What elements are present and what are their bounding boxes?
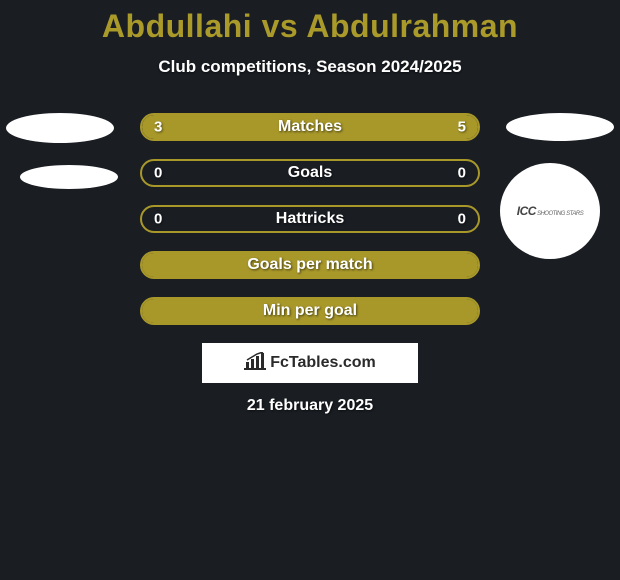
stat-bar: Min per goal — [140, 297, 480, 325]
subtitle: Club competitions, Season 2024/2025 — [0, 57, 620, 77]
chart-icon — [244, 352, 266, 375]
stat-row: Goals per match — [0, 251, 620, 279]
stat-value-right: 0 — [458, 211, 466, 228]
stat-bar: 0 0 Goals — [140, 159, 480, 187]
date-label: 21 february 2025 — [0, 397, 620, 415]
branding-text: FcTables.com — [270, 354, 376, 372]
stat-value-left: 0 — [154, 165, 162, 182]
stat-label: Hattricks — [276, 210, 344, 228]
stat-label: Goals per match — [247, 256, 372, 274]
branding-box[interactable]: FcTables.com — [202, 343, 418, 383]
stat-value-right: 5 — [458, 119, 466, 136]
stats-area: ICCSHOOTING STARS 35Matches00Goals00Hatt… — [0, 113, 620, 415]
stat-bar: Goals per match — [140, 251, 480, 279]
stat-row: 0 0 Hattricks — [0, 205, 620, 233]
page-title: Abdullahi vs Abdulrahman — [0, 8, 620, 45]
stat-label: Min per goal — [263, 302, 357, 320]
stat-value-right: 0 — [458, 165, 466, 182]
stat-label: Goals — [288, 164, 332, 182]
stat-value-left: 0 — [154, 211, 162, 228]
stat-value-left: 3 — [154, 119, 162, 136]
stat-label: Matches — [278, 118, 342, 136]
stat-bar: 0 0 Hattricks — [140, 205, 480, 233]
comparison-widget: Abdullahi vs Abdulrahman Club competitio… — [0, 0, 620, 415]
stat-row: Min per goal — [0, 297, 620, 325]
stat-row: 3 5 Matches — [0, 113, 620, 141]
stat-row: 0 0 Goals — [0, 159, 620, 187]
stat-bar: 3 5 Matches — [140, 113, 480, 141]
